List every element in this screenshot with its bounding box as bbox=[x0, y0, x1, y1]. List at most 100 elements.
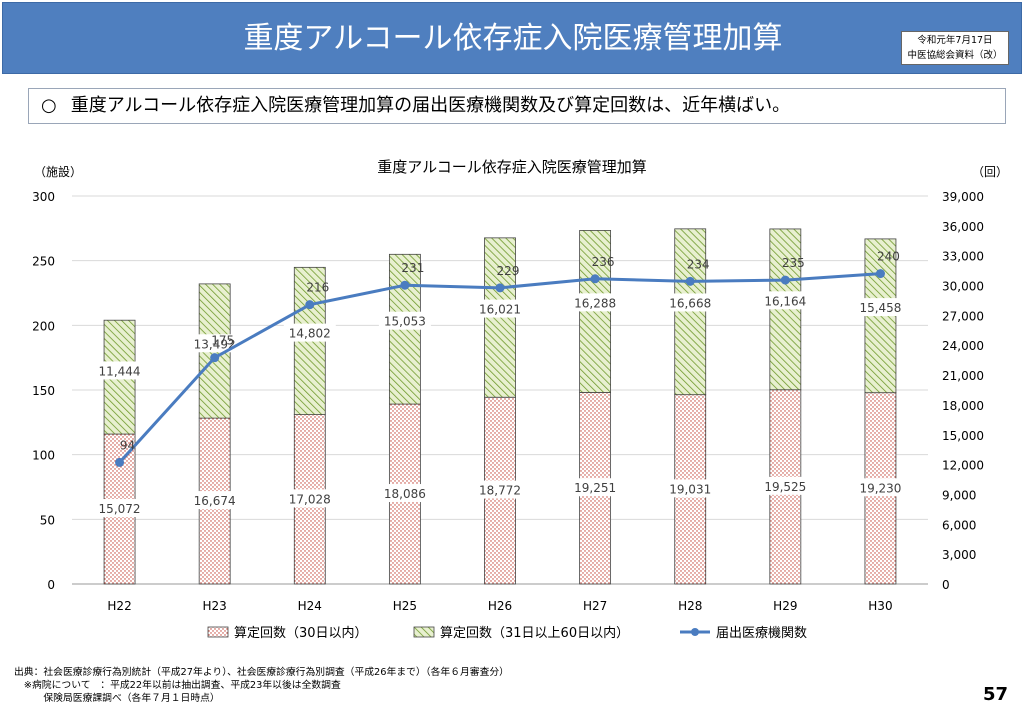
summary-text: 重度アルコール依存症入院医療管理加算の届出医療機関数及び算定回数は、近年横ばい。 bbox=[70, 95, 791, 116]
facility-count-label: 235 bbox=[782, 256, 805, 270]
right-tick-label: 6,000 bbox=[942, 518, 976, 532]
bar-31-60days bbox=[579, 230, 612, 393]
bar-31-60days bbox=[769, 228, 802, 391]
left-tick-label: 200 bbox=[32, 319, 55, 333]
facility-count-point bbox=[210, 353, 220, 363]
data-label-bg bbox=[759, 291, 812, 310]
data-label-31-60days: 14,802 bbox=[289, 327, 331, 341]
data-label-bg bbox=[283, 489, 336, 508]
data-label-bg bbox=[283, 323, 336, 342]
chart-svg: 重度アルコール依存症入院医療管理加算 （施設） （回） 15,072 11,444… bbox=[32, 158, 1008, 641]
left-tick-label: 0 bbox=[47, 578, 55, 592]
legend-line-marker bbox=[691, 628, 699, 636]
data-label-bg bbox=[664, 293, 717, 312]
x-tick-label: H27 bbox=[583, 599, 607, 613]
right-tick-label: 30,000 bbox=[942, 280, 984, 294]
facility-count-label: 229 bbox=[497, 264, 520, 278]
right-tick-label: 24,000 bbox=[942, 339, 984, 353]
x-tick-label: H25 bbox=[393, 599, 417, 613]
data-label-31-60days: 16,288 bbox=[574, 296, 616, 310]
facility-count-label: 216 bbox=[306, 281, 329, 295]
summary-box: ○ 重度アルコール依存症入院医療管理加算の届出医療機関数及び算定回数は、近年横ばい… bbox=[28, 88, 1006, 124]
data-label-31-60days: 15,053 bbox=[384, 315, 426, 329]
left-tick-label: 300 bbox=[32, 190, 55, 204]
right-tick-label: 18,000 bbox=[942, 399, 984, 413]
data-label-bg bbox=[93, 499, 146, 518]
bullet-circle: ○ bbox=[41, 95, 57, 116]
facility-count-point bbox=[115, 457, 125, 467]
data-label-30days: 16,674 bbox=[194, 494, 236, 508]
data-label-30days: 18,086 bbox=[384, 487, 426, 501]
data-label-30days: 18,772 bbox=[479, 484, 521, 498]
data-label-bg bbox=[569, 293, 622, 312]
data-label-bg bbox=[474, 299, 526, 318]
right-tick-label: 0 bbox=[942, 578, 950, 592]
data-label-bg bbox=[569, 478, 622, 497]
right-tick-label: 33,000 bbox=[942, 250, 984, 264]
right-tick-label: 36,000 bbox=[942, 220, 984, 234]
data-label-30days: 19,251 bbox=[574, 481, 616, 495]
data-label-bg bbox=[854, 298, 907, 317]
note-meeting: 中医協総会資料（改） bbox=[907, 50, 1003, 61]
facility-count-point bbox=[400, 280, 410, 290]
facility-count-point bbox=[305, 300, 315, 310]
facility-count-point bbox=[780, 275, 790, 285]
bar-31-60days bbox=[674, 228, 707, 396]
facility-count-label: 236 bbox=[592, 255, 615, 269]
right-tick-label: 39,000 bbox=[942, 190, 984, 204]
data-label-bg bbox=[378, 311, 431, 330]
facility-count-point bbox=[495, 283, 505, 293]
left-tick-label: 100 bbox=[32, 449, 55, 463]
page-title: 重度アルコール依存症入院医療管理加算 bbox=[243, 21, 783, 56]
facility-count-label: 234 bbox=[687, 257, 710, 271]
data-label-30days: 17,028 bbox=[289, 492, 331, 506]
legend-swatch-30days bbox=[207, 626, 229, 638]
data-label-bg bbox=[854, 478, 907, 497]
x-tick-label: H22 bbox=[107, 599, 131, 613]
facility-count-point bbox=[875, 269, 885, 279]
data-label-31-60days: 11,444 bbox=[99, 364, 141, 378]
chart-title: 重度アルコール依存症入院医療管理加算 bbox=[377, 158, 647, 176]
data-label-bg bbox=[474, 480, 526, 499]
left-tick-label: 250 bbox=[32, 255, 55, 269]
footer-line-3: 保険局医療課調べ（各年７月１日時点） bbox=[14, 693, 220, 704]
right-tick-label: 9,000 bbox=[942, 488, 976, 502]
x-tick-label: H30 bbox=[868, 599, 892, 613]
right-tick-label: 15,000 bbox=[942, 429, 984, 443]
data-label-30days: 19,230 bbox=[859, 481, 901, 495]
source-note-box: 令和元年7月17日 中医協総会資料（改） bbox=[901, 31, 1009, 65]
title-bar: 重度アルコール依存症入院医療管理加算 令和元年7月17日 中医協総会資料（改） bbox=[2, 2, 1022, 74]
data-label-30days: 15,072 bbox=[99, 502, 141, 516]
facility-count-label: 231 bbox=[401, 261, 424, 275]
left-tick-label: 50 bbox=[40, 513, 55, 527]
data-label-30days: 19,031 bbox=[669, 482, 711, 496]
x-tick-label: H23 bbox=[203, 599, 227, 613]
data-label-bg bbox=[664, 479, 717, 498]
legend: 算定回数（30日以内） 算定回数（31日以上60日以内） 届出医療機関数 bbox=[207, 625, 807, 641]
facility-count-label: 175 bbox=[211, 334, 234, 348]
x-tick-label: H24 bbox=[298, 599, 322, 613]
footer-source: 出典：社会医療診療行為別統計（平成27年より）、社会医療診療行為別調査（平成26… bbox=[14, 666, 509, 705]
footer-line-1: 出典：社会医療診療行為別統計（平成27年より）、社会医療診療行為別調査（平成26… bbox=[14, 667, 509, 678]
right-axis-unit: （回） bbox=[972, 165, 1008, 179]
data-label-bg bbox=[759, 476, 812, 495]
left-axis-unit: （施設） bbox=[34, 164, 82, 179]
data-label-31-60days: 16,668 bbox=[669, 296, 711, 310]
right-tick-label: 21,000 bbox=[942, 369, 984, 383]
footer-line-2: ※病院について ：平成22年以前は抽出調査、平成23年以後は全数調査 bbox=[14, 680, 341, 691]
page-number: 57 bbox=[982, 684, 1008, 705]
data-label-bg bbox=[93, 361, 146, 380]
right-tick-label: 12,000 bbox=[942, 459, 984, 473]
data-label-31-60days: 13,492 bbox=[194, 337, 236, 351]
data-label-31-60days: 15,458 bbox=[859, 301, 901, 315]
data-label-31-60days: 16,021 bbox=[479, 303, 521, 317]
bars-group: 15,072 11,444 16,674 13,492 17,028 14,802 18,0… bbox=[93, 228, 907, 585]
facility-count-label: 240 bbox=[877, 250, 900, 264]
chart-area: 重度アルコール依存症入院医療管理加算 （施設） （回） 15,072 11,444… bbox=[0, 150, 1024, 660]
right-tick-label: 27,000 bbox=[942, 309, 984, 323]
x-tick-label: H28 bbox=[678, 599, 702, 613]
data-label-31-60days: 16,164 bbox=[764, 294, 806, 308]
x-tick-label: H26 bbox=[488, 599, 512, 613]
data-label-30days: 19,525 bbox=[764, 480, 806, 494]
left-tick-label: 150 bbox=[32, 384, 55, 398]
